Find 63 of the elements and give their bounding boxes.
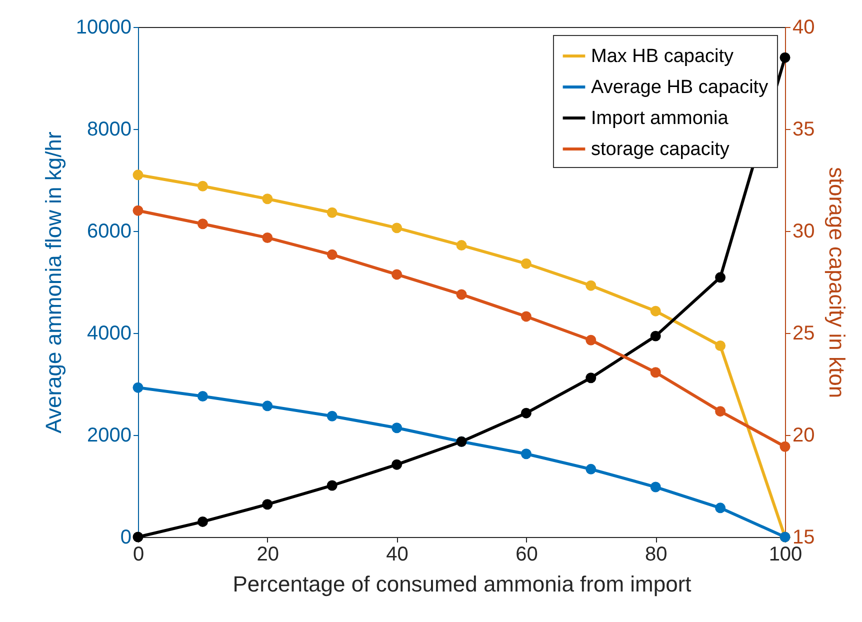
point xyxy=(392,269,402,280)
y-tick-label: 6000 xyxy=(87,220,132,242)
y-tick-label: 2000 xyxy=(87,424,132,446)
legend-label: Import ammonia xyxy=(591,108,729,129)
point xyxy=(326,410,338,422)
y-tick-label: 10000 xyxy=(76,16,132,38)
point xyxy=(262,400,273,412)
point xyxy=(132,382,144,393)
x-tick-label: 100 xyxy=(768,544,802,566)
point xyxy=(392,222,402,234)
point xyxy=(650,367,661,378)
point xyxy=(520,448,532,460)
point xyxy=(650,306,661,316)
point xyxy=(132,205,144,216)
point xyxy=(326,207,338,218)
point xyxy=(715,340,726,351)
point xyxy=(197,516,208,527)
point xyxy=(520,311,532,322)
point xyxy=(456,240,467,251)
point xyxy=(586,334,596,346)
x-tick-label: 60 xyxy=(516,544,538,566)
y2-tick-label: 35 xyxy=(792,118,815,140)
point xyxy=(262,499,273,510)
point xyxy=(586,464,596,474)
y-tick-label: 0 xyxy=(120,526,132,548)
y-axis-title: Average ammonia flow in kg/hr xyxy=(40,132,66,434)
point xyxy=(520,258,532,269)
point xyxy=(715,406,726,417)
point xyxy=(715,272,726,283)
y2-tick-label: 40 xyxy=(792,16,815,38)
x-tick-label: 40 xyxy=(386,544,408,566)
x-tick-label: 80 xyxy=(644,544,668,566)
y-tick-label: 4000 xyxy=(87,322,132,344)
point xyxy=(586,280,596,291)
legend-label: Average HB capacity xyxy=(591,77,769,98)
x-tick-label: 20 xyxy=(256,544,280,566)
point xyxy=(715,502,726,514)
point xyxy=(392,459,402,470)
point xyxy=(132,170,144,180)
legend-label: Max HB capacity xyxy=(591,46,734,67)
point xyxy=(132,532,144,542)
point xyxy=(262,232,273,243)
point xyxy=(197,218,208,230)
y-tick-label: 8000 xyxy=(87,118,132,140)
point xyxy=(262,194,273,204)
point xyxy=(586,372,596,384)
point xyxy=(326,480,338,491)
point xyxy=(780,441,790,452)
y2-axis-title: storage capacity in kton xyxy=(824,166,850,398)
point xyxy=(456,289,467,300)
y2-tick-label: 30 xyxy=(792,220,815,242)
point xyxy=(392,422,402,434)
y2-tick-label: 20 xyxy=(792,424,815,446)
y2-tick-label: 25 xyxy=(792,322,815,344)
point xyxy=(326,249,338,260)
point xyxy=(780,52,790,63)
point xyxy=(197,180,208,192)
point xyxy=(650,330,661,342)
legend-label: storage capacity xyxy=(591,139,730,160)
point xyxy=(650,482,661,492)
point xyxy=(520,408,532,418)
x-axis-title: Percentage of consumed ammonia from import xyxy=(232,572,692,596)
point xyxy=(197,391,208,402)
